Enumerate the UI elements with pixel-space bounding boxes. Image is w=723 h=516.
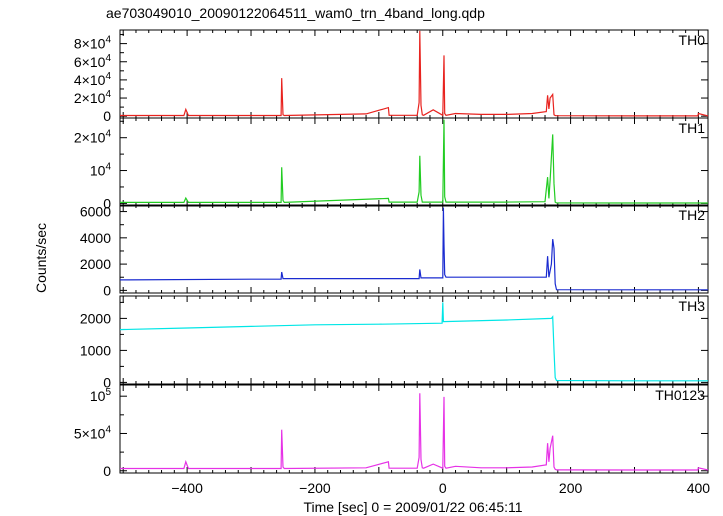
- panel-frame: [119, 204, 709, 294]
- y-tick-label: 105: [90, 387, 112, 404]
- panel-frame: [119, 295, 709, 385]
- y-tick-label: 0: [103, 108, 111, 124]
- panel-frame: [119, 384, 709, 474]
- y-tick-label: 104: [90, 162, 112, 179]
- panel-th2: 0 2000 4000 6000 TH2: [80, 204, 709, 298]
- panel-label: TH1: [679, 120, 706, 136]
- y-tick-label: 0: [103, 374, 111, 390]
- x-tick-label: −400: [171, 480, 203, 496]
- y-tick-label: 1000: [80, 342, 111, 358]
- y-tick-label: 4×104: [74, 71, 112, 88]
- y-tick-label: 2×104: [74, 129, 112, 146]
- x-tick-label: −200: [299, 480, 331, 496]
- x-tick-label: 400: [687, 480, 711, 496]
- panel-th0123: 0 5×104 105 TH0123: [74, 384, 709, 479]
- y-axis-label: Counts/sec: [33, 223, 49, 293]
- panel-label: TH0123: [655, 387, 705, 403]
- y-tick-label: 0: [103, 195, 111, 211]
- y-tick-label: 2×104: [74, 89, 112, 106]
- panel-th3: 0 1000 2000 TH3: [80, 295, 709, 390]
- x-tick-label: 200: [559, 480, 583, 496]
- series-line-th0123: [120, 393, 709, 471]
- y-tick-label: 8×104: [74, 35, 112, 52]
- y-tick-label: 6×104: [74, 53, 112, 70]
- panel-frame: [119, 117, 709, 207]
- panel-label: TH0: [679, 32, 706, 48]
- y-tick-label: 0: [103, 282, 111, 298]
- panel-label: TH3: [679, 298, 706, 314]
- series-line-th3: [119, 302, 708, 382]
- chart-title: ae703049010_20090122064511_wam0_trn_4ban…: [106, 5, 485, 21]
- series-line-th0: [120, 30, 709, 117]
- x-axis-label: Time [sec] 0 = 2009/01/22 06:45:11: [303, 499, 522, 515]
- y-tick-label: 0: [103, 463, 111, 479]
- y-tick-label: 2000: [80, 256, 111, 272]
- panel-label: TH2: [679, 207, 706, 223]
- y-tick-label: 6000: [80, 204, 111, 220]
- y-tick-label: 2000: [80, 310, 111, 326]
- y-tick-label: 5×104: [74, 424, 112, 441]
- series-line-th1: [120, 119, 708, 204]
- series-line-th2: [119, 207, 708, 291]
- x-tick-label: 0: [439, 480, 447, 496]
- y-tick-label: 4000: [80, 230, 111, 246]
